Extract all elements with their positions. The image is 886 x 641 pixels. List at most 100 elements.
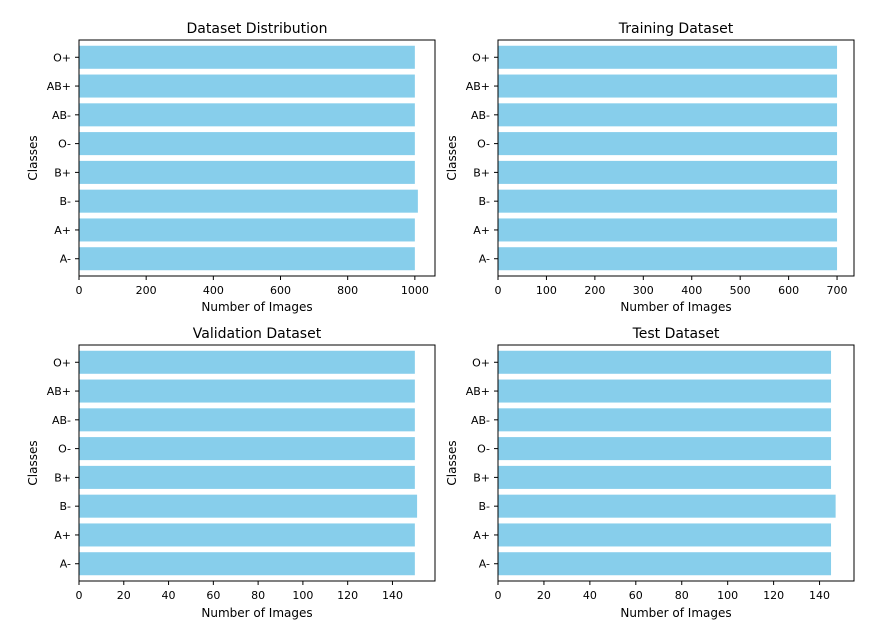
bar-B- [498, 189, 838, 213]
bar-A+ [498, 523, 832, 547]
bar-A+ [498, 218, 838, 242]
x-tick-label: 100 [292, 589, 313, 602]
x-tick-label: 400 [203, 284, 224, 297]
bar-B+ [79, 465, 415, 489]
y-tick-label: O- [477, 443, 490, 456]
bar-AB+ [498, 379, 832, 403]
subplot-validation-dataset: Validation Dataset A- A+ B- B+ O- AB- AB+ O+ 0 20… [26, 326, 436, 620]
y-tick-label: AB+ [466, 385, 490, 398]
x-tick-label: 20 [117, 589, 131, 602]
y-tick-label: A+ [473, 224, 490, 237]
x-tick-label: 120 [763, 589, 784, 602]
subplot-title: Test Dataset [632, 326, 720, 342]
bar-B- [79, 494, 418, 518]
x-tick-label: 200 [584, 284, 605, 297]
subplot-title: Dataset Distribution [187, 21, 328, 37]
x-tick-label: 0 [495, 589, 502, 602]
bar-B- [498, 494, 836, 518]
y-tick-label: AB- [52, 109, 71, 122]
plot-frame [78, 344, 436, 582]
x-tick-label: 0 [495, 284, 502, 297]
x-tick-label: 600 [270, 284, 291, 297]
bar-O+ [79, 350, 415, 374]
bar-A- [498, 247, 838, 271]
plot-frame [497, 344, 855, 582]
x-tick-label: 80 [251, 589, 265, 602]
x-tick-label: 40 [162, 589, 176, 602]
bar-A- [79, 247, 415, 271]
bar-O- [79, 132, 415, 156]
x-axis-label: Number of Images [201, 300, 312, 314]
bar-B+ [498, 465, 832, 489]
bar-O- [79, 437, 415, 461]
x-tick-label: 500 [730, 284, 751, 297]
x-tick-label: 300 [633, 284, 654, 297]
bar-O+ [498, 45, 838, 69]
y-tick-label: A- [479, 253, 490, 266]
y-tick-label: O+ [472, 356, 490, 369]
y-tick-label: B- [478, 500, 490, 513]
bar-AB+ [79, 379, 415, 403]
bar-O+ [79, 45, 415, 69]
bar-AB- [498, 408, 832, 432]
bar-A- [498, 552, 832, 576]
subplot-title: Validation Dataset [193, 326, 322, 342]
y-axis-label: Classes [26, 135, 40, 180]
x-tick-label: 140 [382, 589, 403, 602]
x-tick-label: 800 [337, 284, 358, 297]
subplot-dataset-distribution: Dataset Distribution A- A+ B- B+ O- AB- AB+ O+ 0… [26, 21, 436, 314]
y-tick-label: AB- [471, 414, 490, 427]
x-tick-label: 0 [76, 284, 83, 297]
x-tick-label: 700 [827, 284, 848, 297]
plot-frame [497, 39, 855, 277]
y-tick-label: O+ [53, 356, 71, 369]
y-tick-label: O- [58, 138, 71, 151]
x-tick-label: 0 [76, 589, 83, 602]
bar-O+ [498, 350, 832, 374]
y-tick-label: A+ [54, 529, 71, 542]
x-axis-label: Number of Images [620, 300, 731, 314]
y-tick-label: B+ [54, 166, 71, 179]
x-tick-label: 1000 [401, 284, 429, 297]
y-tick-label: O- [477, 138, 490, 151]
y-axis-label: Classes [445, 135, 459, 180]
x-tick-label: 100 [536, 284, 557, 297]
y-tick-label: AB+ [466, 80, 490, 93]
y-tick-label: A+ [473, 529, 490, 542]
bar-B+ [498, 160, 838, 184]
y-tick-label: B+ [54, 471, 71, 484]
x-tick-label: 400 [681, 284, 702, 297]
y-tick-label: A- [60, 558, 71, 571]
bar-A+ [79, 523, 415, 547]
x-axis-label: Number of Images [620, 606, 731, 620]
x-tick-label: 120 [337, 589, 358, 602]
bar-AB+ [498, 74, 838, 98]
plot-frame [78, 39, 436, 277]
bar-AB- [498, 103, 838, 127]
x-tick-label: 200 [136, 284, 157, 297]
x-tick-label: 140 [809, 589, 830, 602]
subplot-test-dataset: Test Dataset A- A+ B- B+ O- AB- AB+ O+ 0 20 40 60 80… [445, 326, 855, 620]
x-tick-label: 60 [206, 589, 220, 602]
y-tick-label: O- [58, 443, 71, 456]
y-tick-label: B+ [473, 166, 490, 179]
y-tick-label: O+ [53, 51, 71, 64]
y-tick-label: AB+ [47, 80, 71, 93]
x-axis-label: Number of Images [201, 606, 312, 620]
y-tick-label: B- [478, 195, 490, 208]
x-tick-label: 60 [629, 589, 643, 602]
bar-AB+ [79, 74, 415, 98]
x-tick-label: 40 [583, 589, 597, 602]
bar-O- [498, 437, 832, 461]
x-tick-label: 100 [717, 589, 738, 602]
bar-B+ [79, 160, 415, 184]
bar-AB- [79, 408, 415, 432]
y-tick-label: AB+ [47, 385, 71, 398]
y-tick-label: AB- [471, 109, 490, 122]
y-tick-label: A- [479, 558, 490, 571]
y-tick-label: A- [60, 253, 71, 266]
x-tick-label: 20 [537, 589, 551, 602]
y-tick-label: B- [59, 195, 71, 208]
y-tick-label: O+ [472, 51, 490, 64]
